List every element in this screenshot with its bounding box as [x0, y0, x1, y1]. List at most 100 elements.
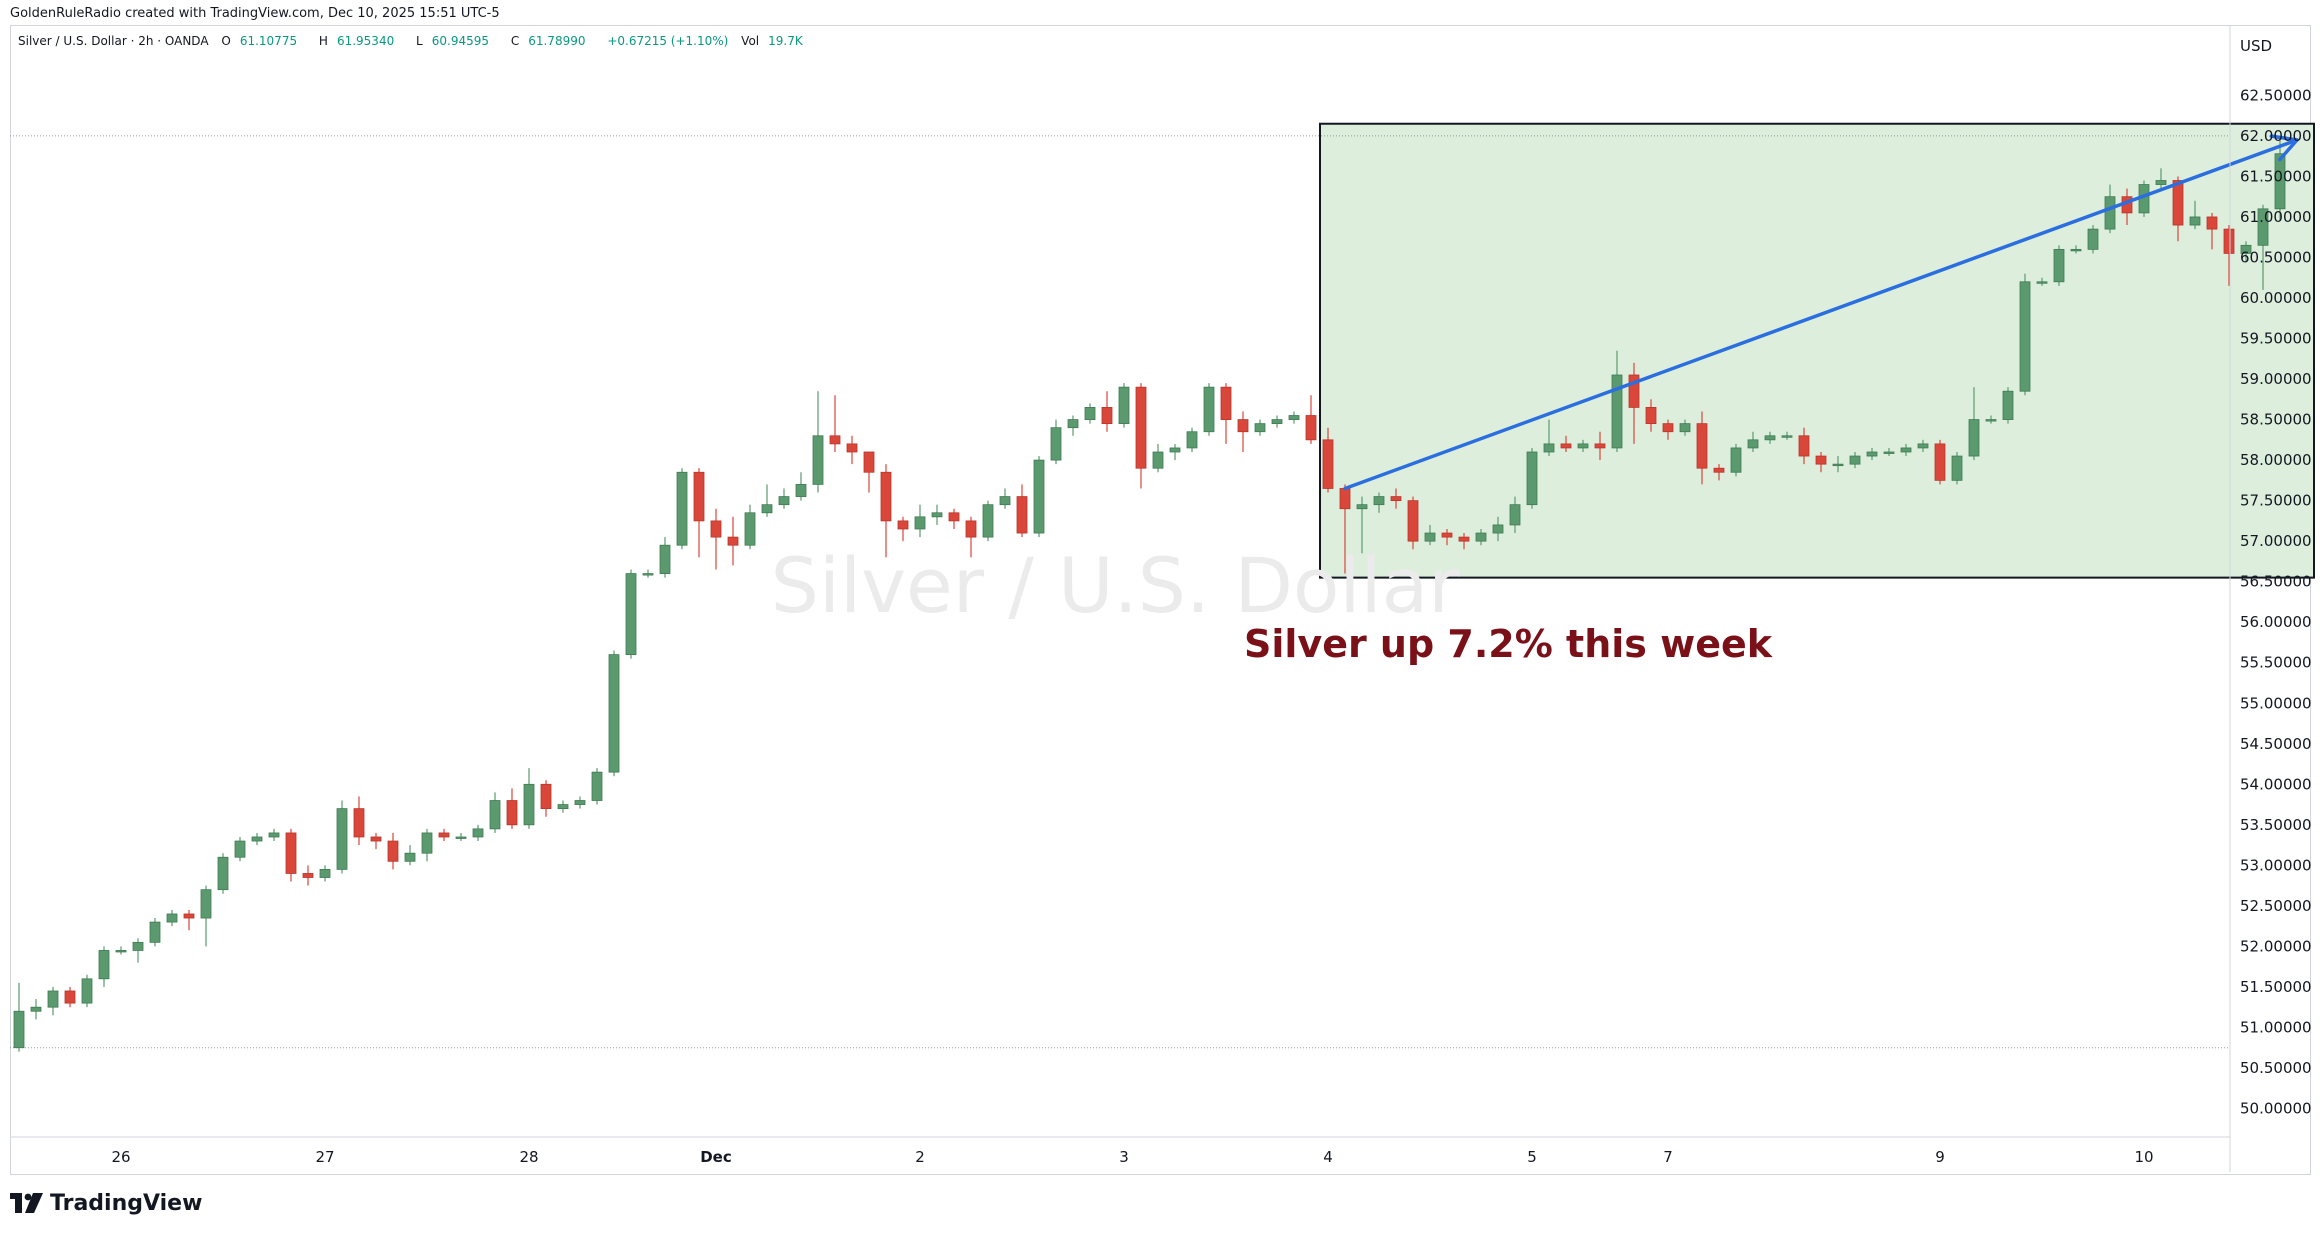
ohlc-low: L 60.94595: [416, 34, 489, 48]
candle-body: [574, 800, 586, 805]
candle-body: [1798, 435, 1810, 457]
candle: [387, 832, 399, 870]
candle: [1611, 350, 1623, 452]
candle: [948, 508, 960, 529]
candle: [1186, 427, 1198, 452]
price-tick-label: 51.00000: [2240, 1018, 2312, 1036]
price-tick-label: 53.50000: [2240, 816, 2312, 834]
candle-body: [1662, 423, 1674, 433]
candle-body: [1560, 443, 1572, 449]
candle-body: [1339, 488, 1351, 510]
candle-body: [710, 520, 722, 538]
candle-body: [1645, 407, 1657, 425]
price-tick-label: 55.00000: [2240, 694, 2312, 712]
candle: [2223, 225, 2235, 286]
candle-body: [404, 852, 416, 862]
candle: [1764, 431, 1776, 444]
candle-body: [455, 836, 467, 839]
candle-body: [625, 573, 637, 656]
candle: [1577, 439, 1589, 452]
candle-body: [1764, 435, 1776, 441]
candle-body: [1509, 504, 1521, 526]
symbol-label[interactable]: Silver / U.S. Dollar · 2h · OANDA: [18, 34, 209, 48]
candle-body: [1611, 374, 1623, 449]
candle: [795, 472, 807, 501]
candle-body: [1696, 423, 1708, 469]
candle: [268, 828, 280, 842]
candle: [30, 999, 42, 1020]
candle-body: [1016, 496, 1028, 534]
candle: [1849, 451, 1861, 469]
candle: [1798, 427, 1810, 465]
candle: [1016, 484, 1028, 538]
candle-body: [438, 832, 450, 838]
candle: [421, 828, 433, 862]
candle-body: [183, 913, 195, 919]
price-tick-label: 58.00000: [2240, 451, 2312, 469]
candle: [761, 484, 773, 517]
candle: [999, 488, 1011, 509]
candle-body: [149, 921, 161, 943]
candle: [1917, 439, 1929, 452]
candle: [829, 395, 841, 452]
candle: [1679, 419, 1691, 436]
candle-body: [965, 520, 977, 538]
candle-body: [285, 832, 297, 874]
candle-body: [1458, 536, 1470, 542]
candle-body: [47, 990, 59, 1008]
candle-body: [1322, 439, 1334, 489]
candle-body: [2070, 248, 2082, 252]
candle-body: [98, 950, 110, 980]
candle: [13, 982, 25, 1052]
candle: [81, 974, 93, 1008]
candle: [1951, 451, 1963, 485]
candle: [319, 865, 331, 882]
candle: [778, 488, 790, 509]
candle: [1934, 439, 1946, 485]
price-tick-label: 62.50000: [2240, 86, 2312, 104]
price-tick-label: 56.00000: [2240, 613, 2312, 631]
price-tick-label: 59.50000: [2240, 330, 2312, 348]
ohlc-volume: Vol 19.7K: [741, 34, 803, 48]
candle: [1509, 496, 1521, 534]
candle: [2274, 139, 2286, 222]
candle-body: [1849, 455, 1861, 465]
ohlc-change: +0.67215 (+1.10%): [607, 34, 729, 48]
candle-body: [1441, 532, 1453, 538]
candle: [880, 464, 892, 558]
candle-body: [1781, 435, 1793, 438]
candle-body: [2104, 196, 2116, 230]
candle: [1815, 451, 1827, 473]
candle-body: [1832, 463, 1844, 467]
price-tick-label: 54.50000: [2240, 735, 2312, 753]
candle-body: [1934, 443, 1946, 481]
candle-body: [523, 783, 535, 826]
chart-watermark: Silver / U.S. Dollar: [771, 541, 1461, 630]
tradingview-logo[interactable]: TradingView: [10, 1188, 202, 1218]
candle-body: [2257, 208, 2269, 246]
candle: [1713, 464, 1725, 481]
currency-label[interactable]: USD: [2240, 37, 2272, 55]
time-tick-label: 27: [315, 1148, 334, 1166]
candle-body: [13, 1010, 25, 1049]
candle: [217, 853, 229, 894]
candle: [183, 909, 195, 931]
candle: [1067, 415, 1079, 436]
candle: [1968, 387, 1980, 461]
time-tick-label: 28: [519, 1148, 538, 1166]
candle-body: [795, 484, 807, 497]
candle-body: [1815, 455, 1827, 465]
candle: [2070, 245, 2082, 254]
byline: GoldenRuleRadio created with TradingView…: [10, 6, 500, 21]
candle-body: [1917, 443, 1929, 449]
trend-arrow-head: [2269, 134, 2299, 162]
candle-body: [64, 990, 76, 1004]
candle: [914, 504, 926, 538]
price-tick-label: 52.50000: [2240, 897, 2312, 915]
candle: [557, 800, 569, 813]
candle: [642, 569, 654, 578]
candle: [1152, 443, 1164, 473]
candle-body: [319, 869, 331, 878]
candle: [1305, 395, 1317, 444]
